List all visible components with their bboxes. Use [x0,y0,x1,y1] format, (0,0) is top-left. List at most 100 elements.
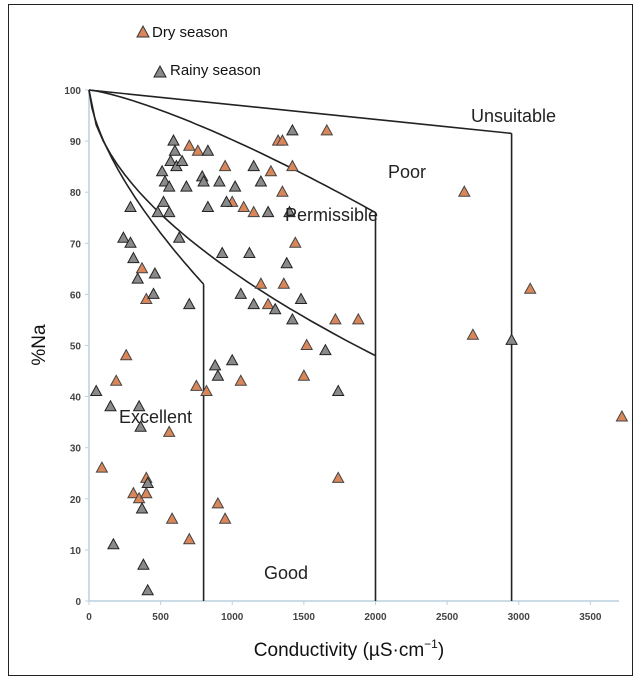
point-rainy-season [162,205,176,218]
point-rainy-season [215,246,229,258]
region-label-poor: Poor [388,162,426,182]
point-rainy-season [247,159,261,172]
y-tick-label: 50 [70,342,82,353]
point-rainy-season [134,420,147,432]
point-dry-season [200,384,213,396]
legend-label-dry: Dry season [152,24,228,41]
point-dry-season [254,277,268,289]
x-tick-label: 2000 [364,612,387,623]
chart-frame: Dry season Rainy season 0 500 1000 1500 2000… [8,4,633,676]
classification-boundaries [88,89,513,601]
point-dry-season [190,379,203,391]
y-axis-title: %Na [29,324,50,366]
point-rainy-season [157,195,170,207]
point-dry-season [277,277,291,289]
point-rainy-season [151,205,165,218]
point-rainy-season [167,134,180,146]
point-rainy-season [225,353,239,366]
x-axis-title: Conductivity (µS·cm−1) [254,637,444,661]
point-dry-season [276,134,289,146]
point-dry-season [119,348,133,361]
legend-label-rainy: Rainy season [170,62,261,79]
point-rainy-season [505,333,518,345]
boundary-curve-permissible [88,89,376,357]
point-rainy-season [283,205,296,218]
point-rainy-season [261,205,275,218]
point-rainy-season [294,292,308,304]
x-axis-title-main: Conductivity (µS·cm [254,640,424,661]
x-axis-title-superscript: −1 [424,637,438,651]
point-rainy-season [243,246,256,258]
x-tick-label: 500 [152,612,169,623]
point-rainy-season [127,251,140,264]
region-label-unsuitable: Unsuitable [471,106,556,126]
point-rainy-season [141,476,155,488]
point-dry-season [237,200,251,212]
scatter-chart: Dry season Rainy season 0 500 1000 1500 2000… [29,24,629,661]
point-rainy-season [220,195,233,207]
point-rainy-season [254,174,268,187]
point-rainy-season [286,123,299,136]
point-dry-season [331,471,345,483]
point-dry-season [288,236,302,248]
point-dry-season [300,338,314,350]
point-rainy-season [228,180,242,192]
x-axis-title-close: ) [438,640,444,661]
point-rainy-season [213,174,226,187]
point-rainy-season [124,200,137,212]
point-rainy-season [331,384,345,396]
point-rainy-season [135,501,149,514]
point-dry-season [135,261,149,274]
region-label-permissible: Permissible [285,205,378,225]
x-tick-label: 3000 [508,612,531,623]
point-rainy-season [132,399,146,412]
point-dry-season [182,139,196,151]
point-dry-season [466,328,480,340]
boundary-curve-poor [88,89,376,214]
legend-marker-dry [136,24,150,38]
point-dry-season [320,123,334,136]
axis-ticks: 0 500 1000 1500 2000 2500 3000 3500 0 10 20 30 40 50 6… [64,86,602,623]
y-tick-label: 60 [70,290,82,301]
point-rainy-season [211,369,225,381]
point-dry-season [191,144,205,156]
point-dry-season [523,282,537,294]
point-rainy-season [175,154,189,166]
point-rainy-season [208,358,222,371]
x-tick-label: 1500 [293,612,316,623]
point-dry-season [264,164,278,177]
point-rainy-season [162,180,176,192]
point-rainy-season [201,200,215,212]
point-rainy-season [280,256,294,269]
point-dry-season [218,512,232,524]
point-rainy-season [147,287,160,299]
region-label-excellent: Excellent [119,407,192,427]
point-dry-season [615,409,629,422]
point-dry-season [218,159,232,172]
point-rainy-season [141,583,155,596]
point-rainy-season [104,399,117,412]
point-dry-season [329,312,342,325]
point-dry-season [247,205,261,218]
y-tick-label: 80 [70,188,82,199]
point-rainy-season [197,174,210,187]
point-rainy-season [201,144,215,156]
point-dry-season [162,425,176,437]
boundary-line-unsuitable [88,89,512,135]
point-rainy-season [319,343,332,356]
plot-area [89,90,619,601]
point-rainy-season [137,558,150,570]
y-tick-label: 30 [70,444,82,455]
point-rainy-season [234,287,248,299]
data-points [89,123,629,596]
point-dry-season [276,185,289,197]
point-rainy-season [131,272,145,284]
point-dry-season [297,369,311,381]
point-rainy-season [182,297,196,310]
point-dry-season [261,297,275,310]
point-rainy-season [247,297,261,310]
x-tick-label: 0 [86,612,92,623]
point-rainy-season [168,144,182,156]
x-tick-label: 2500 [436,612,459,623]
point-rainy-season [117,231,130,243]
